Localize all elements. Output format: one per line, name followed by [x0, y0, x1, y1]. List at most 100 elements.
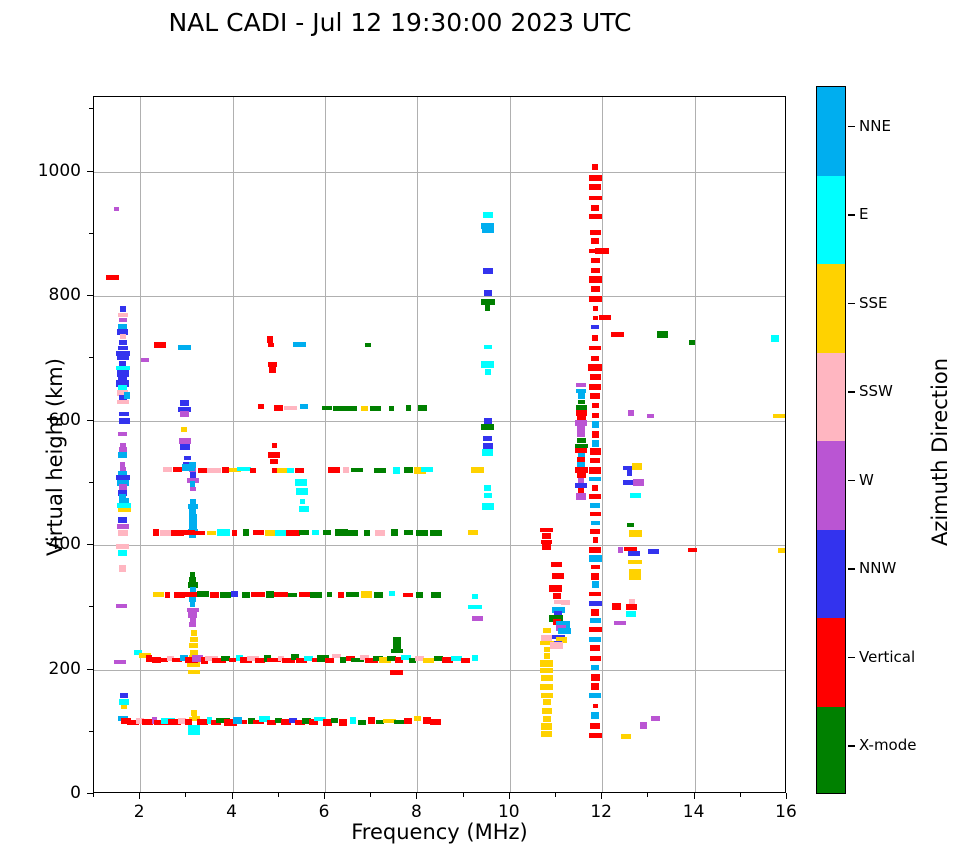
ionogram-echo-mark — [610, 332, 623, 338]
ionogram-echo-mark — [375, 529, 386, 536]
ionogram-echo-mark — [591, 683, 600, 691]
ionogram-plot-area[interactable] — [93, 96, 786, 793]
ionogram-echo-mark — [574, 443, 588, 448]
ionogram-echo-mark — [113, 660, 126, 665]
ionogram-echo-mark — [461, 657, 471, 663]
ionogram-echo-mark — [590, 565, 600, 570]
ionogram-echo-mark — [115, 475, 130, 481]
ionogram-echo-mark — [589, 466, 602, 474]
ionogram-echo-mark — [373, 655, 384, 661]
ionogram-echo-mark — [117, 502, 132, 508]
ionogram-echo-mark — [576, 388, 587, 393]
x-axis-tick-label: 10 — [497, 802, 520, 822]
colorbar-segment-sse[interactable] — [817, 264, 845, 353]
ionogram-echo-mark — [394, 657, 403, 664]
ionogram-echo-mark — [393, 720, 404, 725]
ionogram-echo-mark — [389, 405, 395, 411]
x-axis-tick-label: 16 — [775, 802, 797, 822]
x-axis-tick — [693, 793, 695, 799]
y-axis-tick — [87, 295, 93, 297]
ionogram-echo-mark — [181, 427, 188, 433]
ionogram-echo-mark — [576, 415, 586, 421]
ionogram-echo-mark — [308, 719, 318, 726]
y-axis-minor-tick — [89, 108, 93, 110]
colorbar-tick — [848, 568, 855, 570]
ionogram-echo-mark — [482, 442, 493, 449]
ionogram-echo-mark — [364, 657, 378, 663]
ionogram-echo-mark — [482, 449, 494, 457]
ionogram-echo-mark — [540, 683, 554, 690]
ionogram-echo-mark — [629, 492, 641, 498]
ionogram-echo-mark — [342, 467, 349, 474]
ionogram-echo-mark — [589, 618, 601, 624]
ionogram-echo-mark — [187, 724, 200, 729]
x-axis-tick — [231, 793, 233, 799]
ionogram-echo-mark — [575, 410, 587, 417]
ionogram-echo-mark — [119, 698, 130, 705]
ionogram-echo-mark — [274, 405, 284, 412]
y-axis-tick — [87, 170, 93, 172]
ionogram-echo-mark — [332, 653, 342, 658]
ionogram-echo-mark — [387, 655, 397, 661]
colorbar-tick — [848, 391, 855, 393]
colorbar-segment-nne[interactable] — [817, 87, 845, 176]
ionogram-echo-mark — [115, 350, 130, 356]
colorbar-segment-w[interactable] — [817, 441, 845, 530]
ionogram-echo-mark — [589, 230, 601, 236]
ionogram-echo-mark — [689, 339, 696, 345]
ionogram-echo-mark — [283, 406, 297, 411]
ionogram-echo-mark — [413, 466, 426, 474]
ionogram-echo-mark — [346, 592, 360, 598]
ionogram-echo-mark — [168, 719, 182, 726]
ionogram-echo-mark — [589, 637, 602, 643]
ionogram-echo-mark — [180, 400, 190, 407]
ionogram-echo-mark — [190, 630, 197, 637]
x-axis-minor-tick — [370, 793, 372, 797]
ionogram-echo-mark — [138, 653, 151, 659]
ionogram-echo-mark — [119, 466, 126, 472]
ionogram-echo-mark — [116, 604, 128, 609]
ionogram-echo-mark — [416, 591, 424, 598]
ionogram-echo-mark — [590, 285, 600, 292]
ionogram-echo-mark — [591, 430, 599, 438]
ionogram-echo-mark — [189, 586, 196, 593]
colorbar-segment-x-mode[interactable] — [817, 706, 845, 793]
ionogram-echo-mark — [113, 207, 119, 212]
y-axis-tick-label: 800 — [48, 285, 81, 306]
x-axis-tick — [786, 793, 787, 799]
ionogram-echo-mark — [588, 555, 602, 563]
ionogram-echo-mark — [343, 405, 358, 411]
colorbar-segment-vertical[interactable] — [817, 618, 845, 707]
ionogram-echo-mark — [628, 530, 642, 538]
ionogram-echo-mark — [189, 576, 197, 583]
colorbar[interactable] — [816, 86, 846, 794]
ionogram-echo-mark — [574, 467, 588, 474]
colorbar-segment-ssw[interactable] — [817, 352, 845, 441]
colorbar-label-vertical: Vertical — [859, 647, 916, 666]
colorbar-segment-nnw[interactable] — [817, 529, 845, 618]
ionogram-echo-mark — [627, 523, 635, 528]
page-title: NAL CADI - Jul 12 19:30:00 2023 UTC — [168, 8, 632, 37]
colorbar-segment-e[interactable] — [817, 175, 845, 264]
ionogram-echo-mark — [270, 458, 279, 464]
ionogram-echo-mark — [285, 529, 300, 536]
ionogram-echo-mark — [275, 718, 283, 724]
ionogram-echo-mark — [232, 529, 238, 536]
ionogram-echo-mark — [577, 425, 586, 431]
colorbar-label-e: E — [859, 205, 869, 224]
ionogram-echo-mark — [409, 657, 417, 663]
ionogram-echo-mark — [302, 717, 312, 724]
ionogram-echo-mark — [179, 443, 190, 450]
ionogram-echo-mark — [334, 529, 348, 537]
ionogram-echo-mark — [590, 722, 601, 729]
ionogram-echo-mark — [243, 529, 250, 537]
ionogram-echo-mark — [588, 195, 602, 200]
ionogram-echo-mark — [153, 529, 160, 537]
ionogram-echo-mark — [298, 592, 310, 598]
ionogram-echo-mark — [189, 643, 199, 649]
x-axis-minor-tick — [185, 793, 187, 797]
ionogram-echo-mark — [118, 375, 128, 381]
colorbar-tick — [848, 745, 855, 747]
ionogram-echo-mark — [542, 542, 552, 550]
ionogram-echo-mark — [295, 467, 305, 473]
